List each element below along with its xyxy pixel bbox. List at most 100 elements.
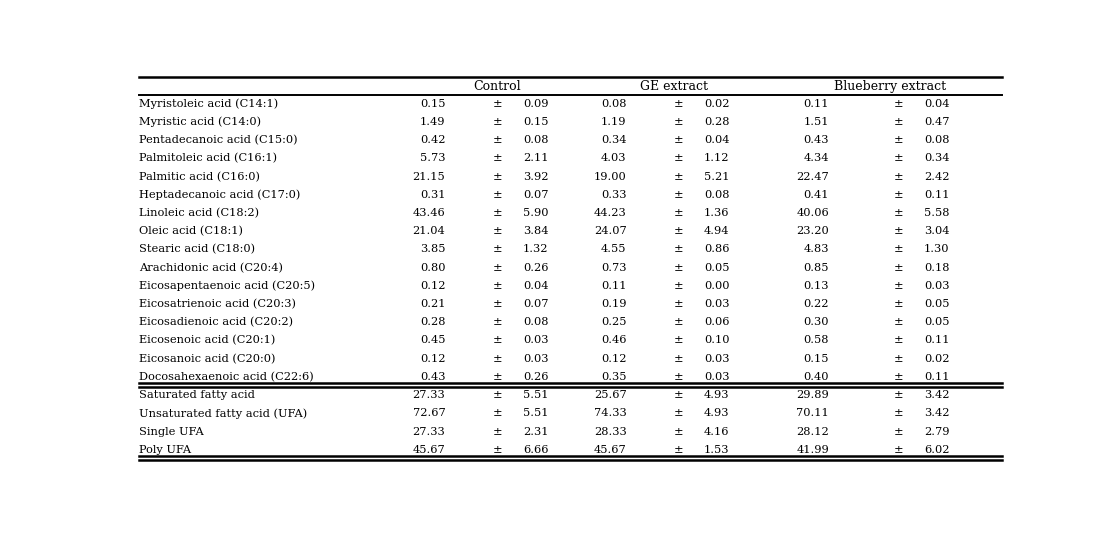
Text: Control: Control xyxy=(473,80,521,93)
Text: ±: ± xyxy=(894,172,903,182)
Text: ±: ± xyxy=(492,354,502,364)
Text: 4.94: 4.94 xyxy=(705,226,730,236)
Text: ±: ± xyxy=(673,263,683,273)
Text: GE extract: GE extract xyxy=(640,80,708,93)
Text: ±: ± xyxy=(492,208,502,218)
Text: 44.23: 44.23 xyxy=(593,208,627,218)
Text: Docosahexaenoic acid (C22:6): Docosahexaenoic acid (C22:6) xyxy=(139,372,314,382)
Text: 0.05: 0.05 xyxy=(924,299,949,309)
Text: ±: ± xyxy=(673,281,683,291)
Text: ±: ± xyxy=(894,354,903,364)
Text: Myristic acid (C14:0): Myristic acid (C14:0) xyxy=(139,117,262,127)
Text: 0.00: 0.00 xyxy=(705,281,730,291)
Text: 1.51: 1.51 xyxy=(804,117,829,127)
Text: 0.30: 0.30 xyxy=(804,317,829,327)
Text: 1.12: 1.12 xyxy=(705,154,730,164)
Text: 0.02: 0.02 xyxy=(924,354,949,364)
Text: ±: ± xyxy=(673,208,683,218)
Text: ±: ± xyxy=(894,226,903,236)
Text: ±: ± xyxy=(673,172,683,182)
Text: 0.15: 0.15 xyxy=(420,99,445,109)
Text: Heptadecanoic acid (C17:0): Heptadecanoic acid (C17:0) xyxy=(139,189,301,200)
Text: Stearic acid (C18:0): Stearic acid (C18:0) xyxy=(139,244,255,255)
Text: ±: ± xyxy=(673,190,683,200)
Text: 5.21: 5.21 xyxy=(705,172,730,182)
Text: 1.49: 1.49 xyxy=(420,117,445,127)
Text: 27.33: 27.33 xyxy=(413,390,445,400)
Text: ±: ± xyxy=(673,317,683,327)
Text: ±: ± xyxy=(894,299,903,309)
Text: 0.12: 0.12 xyxy=(420,281,445,291)
Text: 3.04: 3.04 xyxy=(924,226,949,236)
Text: Palmitic acid (C16:0): Palmitic acid (C16:0) xyxy=(139,172,260,182)
Text: ±: ± xyxy=(673,445,683,455)
Text: ±: ± xyxy=(492,226,502,236)
Text: 0.43: 0.43 xyxy=(804,135,829,146)
Text: ±: ± xyxy=(492,335,502,346)
Text: Eicosadienoic acid (C20:2): Eicosadienoic acid (C20:2) xyxy=(139,317,293,327)
Text: 0.08: 0.08 xyxy=(523,135,549,146)
Text: 5.58: 5.58 xyxy=(924,208,949,218)
Text: 43.46: 43.46 xyxy=(413,208,445,218)
Text: 0.11: 0.11 xyxy=(924,190,949,200)
Text: ±: ± xyxy=(894,281,903,291)
Text: ±: ± xyxy=(673,226,683,236)
Text: 3.42: 3.42 xyxy=(924,390,949,400)
Text: 0.05: 0.05 xyxy=(705,263,730,273)
Text: 29.89: 29.89 xyxy=(797,390,829,400)
Text: Saturated fatty acid: Saturated fatty acid xyxy=(139,390,255,400)
Text: 4.34: 4.34 xyxy=(804,154,829,164)
Text: ±: ± xyxy=(673,154,683,164)
Text: 22.47: 22.47 xyxy=(797,172,829,182)
Text: 0.11: 0.11 xyxy=(924,335,949,346)
Text: 0.58: 0.58 xyxy=(804,335,829,346)
Text: 1.30: 1.30 xyxy=(924,244,949,255)
Text: 41.99: 41.99 xyxy=(797,445,829,455)
Text: Myristoleic acid (C14:1): Myristoleic acid (C14:1) xyxy=(139,98,278,109)
Text: 0.04: 0.04 xyxy=(523,281,549,291)
Text: ±: ± xyxy=(492,190,502,200)
Text: 0.10: 0.10 xyxy=(705,335,730,346)
Text: 0.26: 0.26 xyxy=(523,372,549,382)
Text: 5.90: 5.90 xyxy=(523,208,549,218)
Text: 27.33: 27.33 xyxy=(413,426,445,437)
Text: 0.25: 0.25 xyxy=(601,317,627,327)
Text: ±: ± xyxy=(673,244,683,255)
Text: ±: ± xyxy=(492,154,502,164)
Text: Oleic acid (C18:1): Oleic acid (C18:1) xyxy=(139,226,243,236)
Text: 4.03: 4.03 xyxy=(601,154,627,164)
Text: ±: ± xyxy=(894,263,903,273)
Text: ±: ± xyxy=(894,317,903,327)
Text: ±: ± xyxy=(894,190,903,200)
Text: 0.04: 0.04 xyxy=(705,135,730,146)
Text: ±: ± xyxy=(492,408,502,418)
Text: 1.36: 1.36 xyxy=(705,208,730,218)
Text: ±: ± xyxy=(492,263,502,273)
Text: 0.08: 0.08 xyxy=(705,190,730,200)
Text: 0.08: 0.08 xyxy=(924,135,949,146)
Text: ±: ± xyxy=(894,99,903,109)
Text: ±: ± xyxy=(673,426,683,437)
Text: 0.11: 0.11 xyxy=(804,99,829,109)
Text: 5.51: 5.51 xyxy=(523,390,549,400)
Text: 70.11: 70.11 xyxy=(797,408,829,418)
Text: 72.67: 72.67 xyxy=(413,408,445,418)
Text: 6.02: 6.02 xyxy=(924,445,949,455)
Text: ±: ± xyxy=(673,354,683,364)
Text: Eicosenoic acid (C20:1): Eicosenoic acid (C20:1) xyxy=(139,335,276,346)
Text: 0.85: 0.85 xyxy=(804,263,829,273)
Text: ±: ± xyxy=(673,99,683,109)
Text: 0.08: 0.08 xyxy=(601,99,627,109)
Text: 23.20: 23.20 xyxy=(797,226,829,236)
Text: 4.16: 4.16 xyxy=(705,426,730,437)
Text: ±: ± xyxy=(894,135,903,146)
Text: 0.35: 0.35 xyxy=(601,372,627,382)
Text: ±: ± xyxy=(894,244,903,255)
Text: 0.80: 0.80 xyxy=(420,263,445,273)
Text: 3.85: 3.85 xyxy=(420,244,445,255)
Text: 28.33: 28.33 xyxy=(593,426,627,437)
Text: 0.21: 0.21 xyxy=(420,299,445,309)
Text: 0.15: 0.15 xyxy=(523,117,549,127)
Text: 0.19: 0.19 xyxy=(601,299,627,309)
Text: Eicosatrienoic acid (C20:3): Eicosatrienoic acid (C20:3) xyxy=(139,299,296,309)
